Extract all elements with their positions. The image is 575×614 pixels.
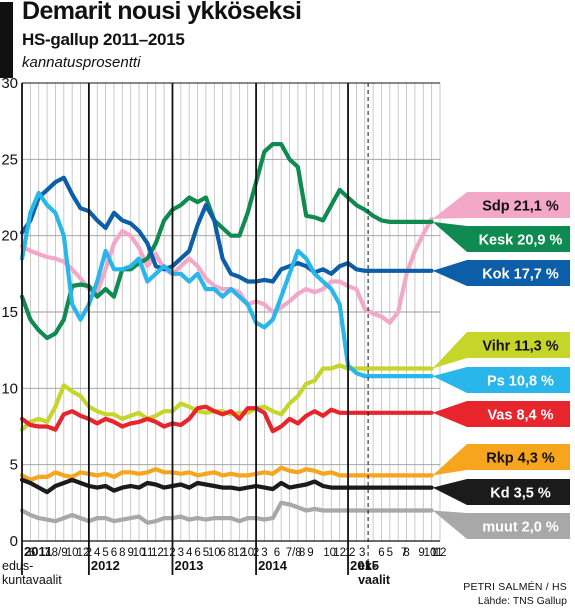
end-label-text: muut 2,0 % <box>482 520 559 536</box>
end-label-text: Vas 8,4 % <box>487 408 553 424</box>
x-tick-label: 6 <box>378 547 384 559</box>
year-label: 2015 <box>350 558 379 573</box>
end-label-pointer <box>432 332 570 369</box>
end-label-text: Rkp 4,3 % <box>486 451 555 467</box>
series-line-vas <box>19 404 434 434</box>
series-line-ps <box>19 190 434 379</box>
x-tick-label: 9 <box>418 547 424 559</box>
x-tick-label: 2 <box>86 547 92 559</box>
series-line-kd <box>19 477 434 495</box>
y-tick-label: 30 <box>1 75 18 92</box>
x-tick-label: 12 <box>151 547 164 559</box>
end-label-pointer <box>432 192 570 219</box>
end-labels: Sdp 21,1 % Kesk 20,9 % Kok 17,7 % Vihr 11,3… <box>432 192 570 539</box>
header-bar <box>0 2 13 78</box>
x-tick-label: 2 <box>253 547 259 559</box>
x-tick-label: 5 <box>203 547 209 559</box>
x-tick-label: 3 <box>359 547 365 559</box>
x-tick-label: 10 <box>66 547 79 559</box>
grid <box>21 82 441 542</box>
end-label-text: Ps 10,8 % <box>487 374 554 390</box>
chart-title: Demarit nousi ykköseksi <box>22 0 302 25</box>
end-label-pointer <box>432 444 570 476</box>
x-tick-label: 8 <box>119 547 125 559</box>
x-tick-label: 12 <box>233 547 246 559</box>
x-tick-label: 7 <box>44 547 50 559</box>
year-label: 2012 <box>91 558 120 573</box>
x-tick-label: 1 <box>163 547 169 559</box>
x-tick-label: 3 <box>178 547 184 559</box>
x-tick-label: 5 <box>387 547 393 559</box>
x-tick-label: 8 <box>403 547 409 559</box>
x-tick-label: 2 <box>349 547 355 559</box>
unit-label: kannatusprosentti <box>22 54 141 71</box>
x-tick-label: 12 <box>333 547 346 559</box>
x-tick-label: 11 <box>141 547 153 559</box>
y-tick-label: 20 <box>1 228 18 245</box>
end-label-pointer <box>432 367 570 393</box>
end-label-pointer <box>432 510 570 539</box>
y-tick-label: 15 <box>1 304 18 321</box>
event-label: edus- <box>2 559 33 573</box>
credit-source: Lähde: TNS Gallup <box>477 595 567 607</box>
credit-author: PETRI SALMÉN / HS <box>463 581 567 593</box>
x-tick-label: 5 <box>102 547 108 559</box>
x-tick-label: 10 <box>133 547 146 559</box>
year-label: 2013 <box>174 558 203 573</box>
year-label: 2011 <box>24 544 52 559</box>
chart-subtitle: HS-gallup 2011–2015 <box>22 30 185 49</box>
x-tick-label: 8 <box>228 547 234 559</box>
x-tick-label: 8 <box>299 547 305 559</box>
y-tick-label: 10 <box>1 380 18 397</box>
x-tick-label: 1 <box>345 547 351 559</box>
x-tick-label: 10 <box>424 547 437 559</box>
x-tick-label: 3 <box>261 547 267 559</box>
x-tick-label: 6 <box>29 547 35 559</box>
x-tick-label: 10 <box>241 547 254 559</box>
x-tick-label: 7 <box>401 547 407 559</box>
series-line-muut <box>19 500 434 525</box>
event-label: vaalit <box>358 573 391 587</box>
end-label-text: Sdp 21,1 % <box>482 199 559 215</box>
end-label-pointer <box>432 479 570 505</box>
end-label-text: Kd 3,5 % <box>490 486 551 502</box>
x-tick-label: 11 <box>431 547 443 559</box>
series-lines <box>19 142 434 525</box>
y-tick-label: 25 <box>1 151 18 168</box>
x-tick-label: 9 <box>127 547 133 559</box>
x-tick-label: 4 <box>186 547 193 559</box>
x-tick-label: 6 <box>111 547 117 559</box>
x-tick-label: 9 <box>307 547 313 559</box>
end-label-pointer <box>432 401 570 427</box>
end-label-pointer <box>432 221 570 252</box>
y-tick-label: 0 <box>10 533 18 550</box>
x-tick-label: 6 <box>194 547 200 559</box>
event-label: ek- <box>358 559 376 573</box>
year-label: 2014 <box>258 558 288 573</box>
x-tick-label: 4 <box>94 547 101 559</box>
end-label-text: Kok 17,7 % <box>482 267 559 283</box>
x-tick-label: 8/9 <box>52 547 68 559</box>
series-line-kok <box>19 175 434 284</box>
x-tick-label: 12 <box>434 547 447 559</box>
x-tick-label: 10 <box>208 547 221 559</box>
end-label-text: Kesk 20,9 % <box>479 233 563 249</box>
x-tick-label: 12 <box>77 547 90 559</box>
series-line-rkp <box>19 465 434 482</box>
end-label-text: Vihr 11,3 % <box>482 339 558 355</box>
x-tick-label: 6 <box>219 547 225 559</box>
x-tick-label: 7/8 <box>286 547 302 559</box>
event-label: kuntavaalit <box>2 573 62 587</box>
x-tick-label: 2 <box>169 547 175 559</box>
y-tick-label: 5 <box>10 457 18 474</box>
x-tick-label: 6 <box>274 547 280 559</box>
x-tick-label: 10 <box>323 547 336 559</box>
end-label-pointer <box>432 260 570 286</box>
series-line-kesk <box>19 142 434 341</box>
